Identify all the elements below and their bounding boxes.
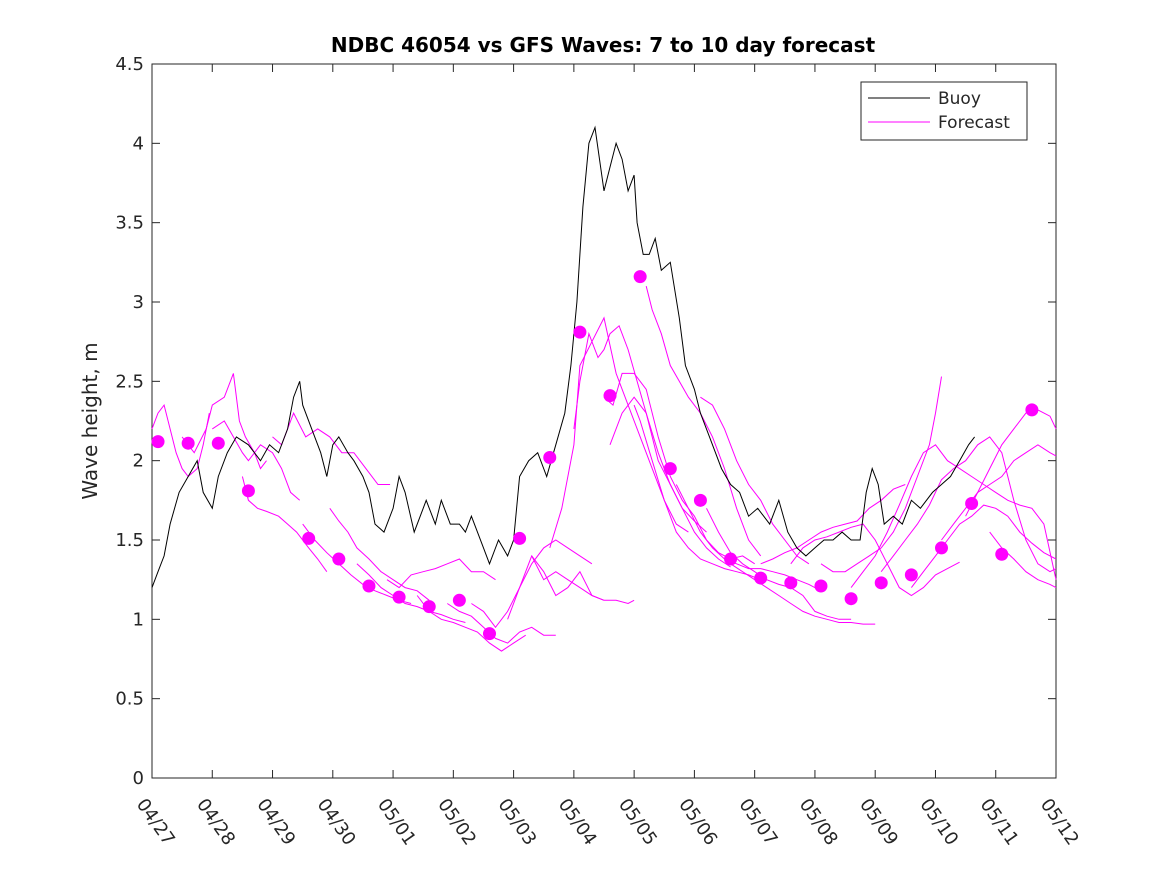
forecast-marker [543,450,557,464]
forecast-line [272,411,391,485]
forecast-line [880,436,1057,573]
y-tick-label: 0 [133,768,144,789]
forecast-line [965,409,1057,517]
forecast-marker [663,462,677,476]
x-tick-label: 05/08 [795,795,842,850]
forecast-marker [241,484,255,498]
forecast-marker [332,552,346,566]
x-tick-label: 05/07 [735,795,782,850]
y-tick-label: 0.5 [115,689,144,710]
forecast-line [531,555,635,605]
forecast-line [356,563,466,623]
y-tick-label: 4 [133,133,144,154]
y-axis-label: Wave height, m [78,342,102,499]
forecast-line [386,558,496,589]
x-tick-label: 05/10 [915,795,962,850]
forecast-marker [392,590,406,604]
forecast-line [633,404,761,581]
forecast-marker [724,552,738,566]
forecast-line [675,484,822,592]
forecast-line [241,476,328,572]
forecast-marker [362,579,376,593]
forecast-line [760,484,906,565]
forecast-marker [633,270,647,284]
forecast-marker [904,568,918,582]
forecast-marker [934,541,948,555]
forecast-marker [482,627,496,641]
forecast-marker [1025,403,1039,417]
forecast-markers [151,270,1039,641]
forecast-marker [995,547,1009,561]
forecast-marker [422,600,436,614]
forecast-marker [513,531,527,545]
x-tick-label: 04/27 [132,795,179,850]
plot-area [151,63,1057,779]
forecast-line [941,444,1057,541]
forecast-line [416,595,526,652]
y-tick-label: 2 [133,451,144,472]
y-tick-label: 1 [133,609,144,630]
chart-title: NDBC 46054 vs GFS Waves: 7 to 10 day for… [331,33,876,57]
legend-forecast-label: Forecast [938,113,1010,133]
x-tick-label: 05/02 [433,795,480,850]
y-tick-label: 3.5 [115,213,144,234]
forecast-marker [814,579,828,593]
forecast-marker [693,493,707,507]
forecast-marker [784,576,798,590]
forecast-marker [211,436,225,450]
forecast-marker [151,435,165,449]
forecast-marker [844,592,858,606]
legend-box [860,81,1028,141]
forecast-line [790,523,960,597]
forecast-line [471,539,593,629]
forecast-line [645,285,762,557]
forecast-marker [302,531,316,545]
legend-buoy-label: Buoy [938,89,981,109]
forecast-line [507,554,605,620]
x-tick-label: 05/01 [373,795,420,850]
x-tick-label: 04/29 [252,795,299,850]
forecast-line [850,444,1057,588]
x-tick-label: 04/30 [313,795,360,850]
x-tick-label: 05/09 [855,795,902,850]
forecast-marker [181,436,195,450]
forecast-marker [874,576,888,590]
forecast-marker [965,497,979,511]
forecast-line [151,403,210,478]
x-tick-label: 05/04 [554,795,601,850]
y-tick-label: 2.5 [115,371,144,392]
forecast-line [700,396,810,565]
forecast-marker [754,571,768,585]
y-tick-label: 4.5 [115,54,144,75]
y-tick-label: 1.5 [115,530,144,551]
forecast-line [820,376,942,573]
buoy-line [151,125,975,588]
forecast-marker [452,593,466,607]
forecast-line [181,373,267,470]
forecast-line [329,508,430,601]
x-tick-label: 05/06 [674,795,721,850]
legend: Buoy Forecast [860,81,1028,141]
x-tick-label: 05/11 [976,795,1023,850]
x-tick-label: 05/12 [1036,795,1083,850]
forecast-line [911,504,1057,588]
forecast-line [447,603,556,644]
y-tick-label: 3 [133,292,144,313]
buoy-series [151,125,975,588]
forecast-marker [603,389,617,403]
forecast-marker [573,325,587,339]
x-tick-label: 04/28 [192,795,239,850]
x-tick-label: 05/05 [614,795,661,850]
forecast-line [609,396,731,568]
axes: 0 0.5 1 1.5 2 2.5 3 3.5 4 4.5 04/27 04/28 04/29 04/30… [115,54,1083,849]
x-tick-label: 05/03 [494,795,541,850]
